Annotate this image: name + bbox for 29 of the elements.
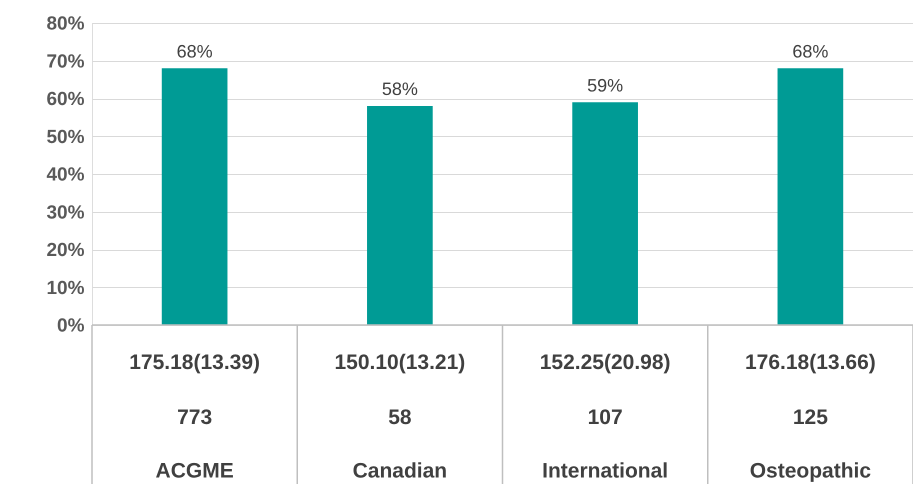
y-tick-label: 40%: [46, 164, 85, 186]
y-tick-label: 70%: [46, 51, 85, 72]
y-tick-label: 20%: [46, 240, 85, 261]
y-tick-label: 80%: [46, 14, 85, 34]
x-tick-label: ACGME: [156, 460, 234, 482]
data-label: 59%: [587, 75, 624, 96]
y-tick-label: 10%: [46, 278, 85, 299]
x-tick-label: Osteopathic: [750, 460, 872, 482]
text: 176.18(13.66): [744, 351, 876, 374]
text: 175.18(13.39): [129, 351, 260, 374]
bar: [778, 68, 844, 325]
data-label: 68%: [792, 41, 828, 62]
text: 150.10(13.21): [334, 351, 466, 374]
y-tick-label: 30%: [46, 202, 85, 224]
text: 125: [792, 406, 828, 429]
text: 152.25(20.98): [540, 351, 671, 374]
bar: [572, 102, 638, 325]
text: 107: [588, 406, 623, 429]
y-tick-label: 50%: [46, 126, 85, 148]
text: 58: [388, 406, 412, 429]
y-tick-label: 0%: [57, 316, 85, 336]
data-label: 68%: [176, 41, 213, 62]
text: 773: [177, 406, 212, 429]
y-tick-label: 60%: [46, 89, 85, 110]
bar: [367, 106, 433, 325]
data-label: 58%: [382, 79, 418, 100]
bar: [162, 68, 228, 325]
x-tick-label: Canadian: [352, 460, 448, 482]
x-tick-label: International: [542, 460, 668, 482]
